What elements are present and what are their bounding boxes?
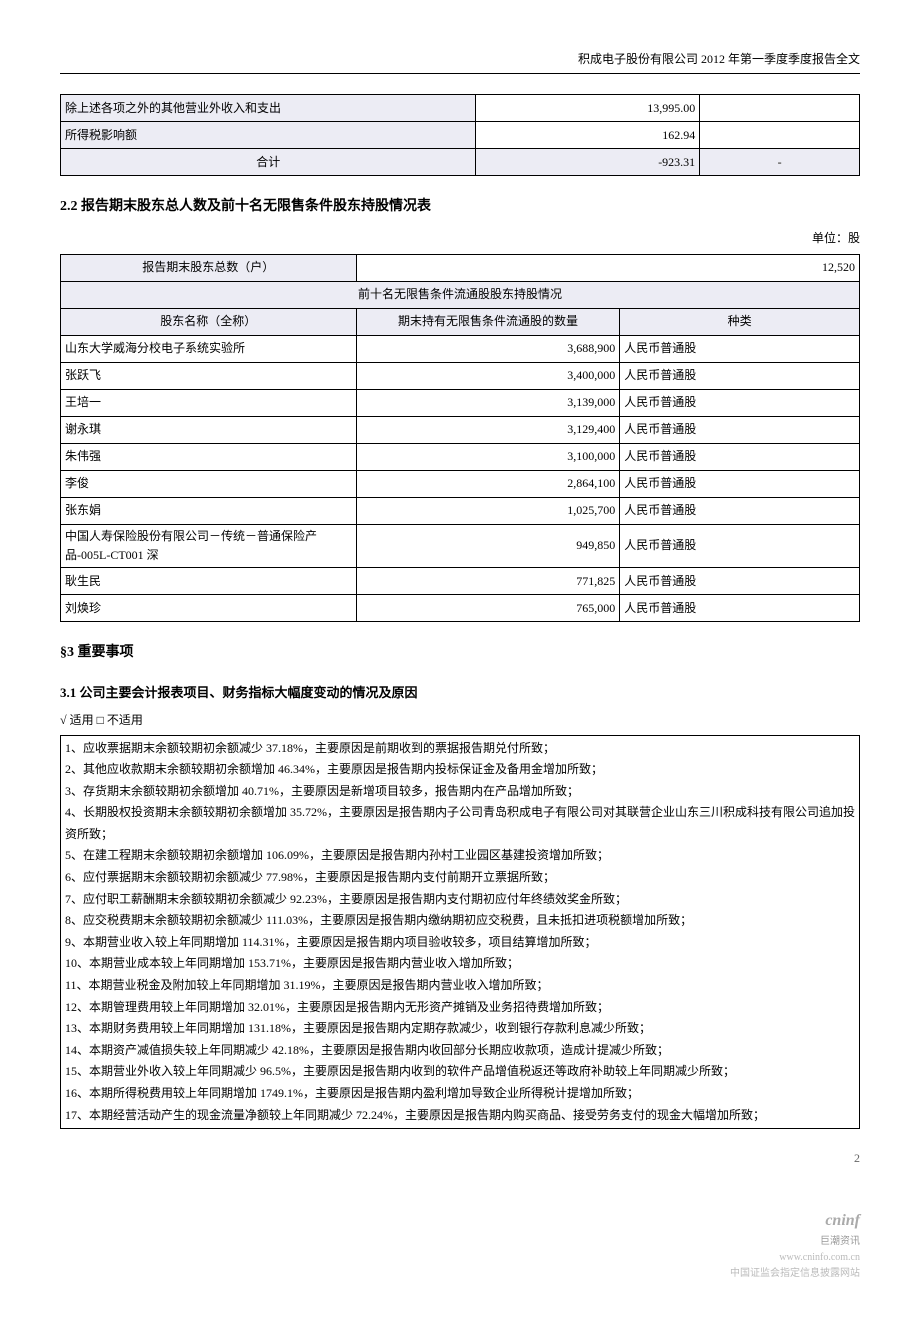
shareholders-table: 报告期末股东总数（户） 12,520 前十名无限售条件流通股股东持股情况 股东名… xyxy=(60,254,860,622)
page-footer: cninf 巨潮资讯 www.cninfo.com.cn 中国证监会指定信息披露… xyxy=(60,1208,860,1282)
table-row: 朱伟强3,100,000人民币普通股 xyxy=(61,443,860,470)
shareholder-name: 刘焕珍 xyxy=(61,595,357,622)
shareholder-name: 中国人寿保险股份有限公司－传统－普通保险产品-005L-CT001 深 xyxy=(61,524,357,567)
reason-item: 14、本期资产减值损失较上年同期减少 42.18%，主要原因是报告期内收回部分长… xyxy=(65,1040,855,1062)
reason-item: 9、本期营业收入较上年同期增加 114.31%，主要原因是报告期内项目验收较多，… xyxy=(65,932,855,954)
shareholder-qty: 3,100,000 xyxy=(356,443,620,470)
table-row: 刘焕珍765,000人民币普通股 xyxy=(61,595,860,622)
table-header-row: 股东名称（全称） 期末持有无限售条件流通股的数量 种类 xyxy=(61,308,860,335)
subhead: 前十名无限售条件流通股股东持股情况 xyxy=(61,281,860,308)
reason-item: 5、在建工程期末余额较期初余额增加 106.09%，主要原因是报告期内孙村工业园… xyxy=(65,845,855,867)
shareholder-qty: 3,688,900 xyxy=(356,335,620,362)
shareholder-name: 谢永琪 xyxy=(61,416,357,443)
shareholder-name: 山东大学威海分校电子系统实验所 xyxy=(61,335,357,362)
table-row: 中国人寿保险股份有限公司－传统－普通保险产品-005L-CT001 深949,8… xyxy=(61,524,860,567)
row-value-2 xyxy=(700,122,860,149)
shareholder-name: 朱伟强 xyxy=(61,443,357,470)
table-row: 所得税影响额 162.94 xyxy=(61,122,860,149)
row-label: 除上述各项之外的其他营业外收入和支出 xyxy=(61,95,476,122)
table-row: 李俊2,864,100人民币普通股 xyxy=(61,470,860,497)
shareholder-type: 人民币普通股 xyxy=(620,389,860,416)
shareholder-type: 人民币普通股 xyxy=(620,362,860,389)
shareholder-qty: 1,025,700 xyxy=(356,497,620,524)
col-header-1: 股东名称（全称） xyxy=(61,308,357,335)
section-2-2-title: 2.2 报告期末股东总人数及前十名无限售条件股东持股情况表 xyxy=(60,196,860,218)
unit-label: 单位：股 xyxy=(60,229,860,248)
shareholder-qty: 765,000 xyxy=(356,595,620,622)
reason-item: 12、本期管理费用较上年同期增加 32.01%，主要原因是报告期内无形资产摊销及… xyxy=(65,997,855,1019)
shareholder-type: 人民币普通股 xyxy=(620,335,860,362)
shareholder-type: 人民币普通股 xyxy=(620,470,860,497)
shareholder-qty: 3,400,000 xyxy=(356,362,620,389)
applicable-check: √ 适用 □ 不适用 xyxy=(60,711,860,730)
table-row: 张东娟1,025,700人民币普通股 xyxy=(61,497,860,524)
table-row: 耿生民771,825人民币普通股 xyxy=(61,568,860,595)
shareholder-qty: 3,129,400 xyxy=(356,416,620,443)
reason-item: 3、存货期末余额较期初余额增加 40.71%，主要原因是新增项目较多，报告期内在… xyxy=(65,781,855,803)
reason-item: 11、本期营业税金及附加较上年同期增加 31.19%，主要原因是报告期内营业收入… xyxy=(65,975,855,997)
shareholder-qty: 3,139,000 xyxy=(356,389,620,416)
table-row: 谢永琪3,129,400人民币普通股 xyxy=(61,416,860,443)
reason-item: 6、应付票据期末余额较期初余额减少 77.98%，主要原因是报告期内支付前期开立… xyxy=(65,867,855,889)
reason-item: 17、本期经营活动产生的现金流量净额较上年同期减少 72.24%，主要原因是报告… xyxy=(65,1105,855,1127)
table-row: 王培一3,139,000人民币普通股 xyxy=(61,389,860,416)
table-row: 报告期末股东总数（户） 12,520 xyxy=(61,254,860,281)
total-label: 合计 xyxy=(61,149,476,176)
shareholder-type: 人民币普通股 xyxy=(620,524,860,567)
shareholder-qty: 2,864,100 xyxy=(356,470,620,497)
total-value-1: -923.31 xyxy=(476,149,700,176)
reason-item: 8、应交税费期末余额较期初余额减少 111.03%，主要原因是报告期内缴纳期初应… xyxy=(65,910,855,932)
col-header-3: 种类 xyxy=(620,308,860,335)
total-holders-value: 12,520 xyxy=(356,254,859,281)
shareholder-type: 人民币普通股 xyxy=(620,416,860,443)
total-holders-label: 报告期末股东总数（户） xyxy=(61,254,357,281)
reason-item: 4、长期股权投资期末余额较期初余额增加 35.72%，主要原因是报告期内子公司青… xyxy=(65,802,855,845)
row-value-1: 13,995.00 xyxy=(476,95,700,122)
shareholder-name: 李俊 xyxy=(61,470,357,497)
reasons-box: 1、应收票据期末余额较期初余额减少 37.18%，主要原因是前期收到的票据报告期… xyxy=(60,735,860,1130)
shareholder-name: 王培一 xyxy=(61,389,357,416)
page-header: 积成电子股份有限公司 2012 年第一季度季度报告全文 xyxy=(60,50,860,74)
footer-url: www.cninfo.com.cn xyxy=(779,1252,860,1263)
shareholder-type: 人民币普通股 xyxy=(620,497,860,524)
row-label: 所得税影响额 xyxy=(61,122,476,149)
reason-item: 7、应付职工薪酬期末余额较期初余额减少 92.23%，主要原因是报告期内支付期初… xyxy=(65,889,855,911)
table-row: 除上述各项之外的其他营业外收入和支出 13,995.00 xyxy=(61,95,860,122)
reason-item: 16、本期所得税费用较上年同期增加 1749.1%，主要原因是报告期内盈利增加导… xyxy=(65,1083,855,1105)
section-3-title: §3 重要事项 xyxy=(60,642,860,664)
summary-table: 除上述各项之外的其他营业外收入和支出 13,995.00 所得税影响额 162.… xyxy=(60,94,860,176)
col-header-2: 期末持有无限售条件流通股的数量 xyxy=(356,308,620,335)
shareholder-name: 张东娟 xyxy=(61,497,357,524)
reason-item: 2、其他应收款期末余额较期初余额增加 46.34%，主要原因是报告期内投标保证金… xyxy=(65,759,855,781)
shareholder-name: 耿生民 xyxy=(61,568,357,595)
total-value-2: - xyxy=(700,149,860,176)
shareholder-type: 人民币普通股 xyxy=(620,443,860,470)
footer-desc: 中国证监会指定信息披露网站 xyxy=(730,1268,860,1279)
table-row: 山东大学威海分校电子系统实验所3,688,900人民币普通股 xyxy=(61,335,860,362)
reason-item: 1、应收票据期末余额较期初余额减少 37.18%，主要原因是前期收到的票据报告期… xyxy=(65,738,855,760)
row-value-1: 162.94 xyxy=(476,122,700,149)
shareholder-type: 人民币普通股 xyxy=(620,568,860,595)
page-number: 2 xyxy=(60,1149,860,1168)
shareholder-type: 人民币普通股 xyxy=(620,595,860,622)
table-total-row: 合计 -923.31 - xyxy=(61,149,860,176)
shareholder-qty: 771,825 xyxy=(356,568,620,595)
table-row: 张跃飞3,400,000人民币普通股 xyxy=(61,362,860,389)
reason-item: 15、本期营业外收入较上年同期减少 96.5%，主要原因是报告期内收到的软件产品… xyxy=(65,1061,855,1083)
reason-item: 10、本期营业成本较上年同期增加 153.71%，主要原因是报告期内营业收入增加… xyxy=(65,953,855,975)
table-subhead-row: 前十名无限售条件流通股股东持股情况 xyxy=(61,281,860,308)
row-value-2 xyxy=(700,95,860,122)
section-3-1-title: 3.1 公司主要会计报表项目、财务指标大幅度变动的情况及原因 xyxy=(60,683,860,704)
footer-brand: 巨潮资讯 xyxy=(820,1236,860,1247)
footer-logo: cninf xyxy=(825,1212,860,1229)
shareholder-name: 张跃飞 xyxy=(61,362,357,389)
reason-item: 13、本期财务费用较上年同期增加 131.18%，主要原因是报告期内定期存款减少… xyxy=(65,1018,855,1040)
shareholder-qty: 949,850 xyxy=(356,524,620,567)
